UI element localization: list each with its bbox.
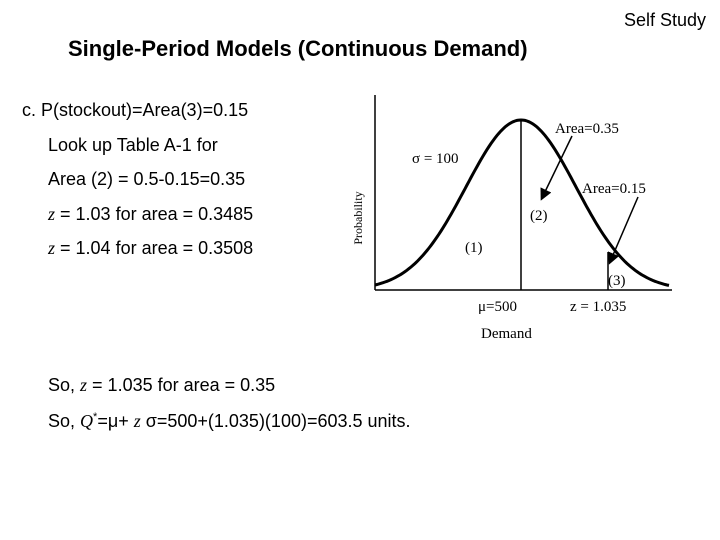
arrow [608,196,639,265]
text-line: Area (2) = 0.5-0.15=0.35 [48,169,245,190]
text-segment: Q [80,411,94,431]
text-segment: = 1.035 for area = 0.35 [87,375,276,395]
label: Area=0.15 [582,181,646,197]
title: Single-Period Models (Continuous Demand) [68,36,528,61]
text-line: So, Q*=μ+ z σ=500+(1.035)(100)=603.5 uni… [48,411,411,432]
arrow [540,135,573,201]
label: (3) [608,273,626,289]
text-line: Look up Table A-1 for [48,135,218,156]
text-segment: Area (2) = 0.5-0.15=0.35 [48,169,246,189]
tag: Self Study [623,10,706,30]
label: (1) [465,240,483,256]
text-segment: z [80,375,88,395]
text-segment: = 1.04 for area = 0.3508 [55,238,254,258]
text-segment: z [133,411,141,431]
label: (2) [530,208,548,224]
text-segment: z [48,203,56,224]
label: σ = 100 [412,151,459,167]
text-line: c. P(stockout)=Area(3)=0.15 [22,100,248,121]
text-segment: σ=500+(1.035)(100)=603.5 units. [140,411,411,431]
text-line: z = 1.04 for area = 0.3508 [48,238,253,259]
text-segment: So, [48,411,81,431]
text-segment: =μ+ [97,411,134,431]
text-segment: Look up Table A-1 for [48,134,218,155]
text-segment: c. P(stockout)=Area(3)=0.15 [22,100,249,120]
text-segment: z [48,238,56,258]
label: Area=0.35 [555,121,619,137]
y-label: Probability [351,191,365,244]
label: z = 1.035 [570,299,626,315]
text-line: So, z = 1.035 for area = 0.35 [48,375,275,396]
text-segment: So, [48,375,81,395]
text-segment: * [93,411,98,423]
text-segment: = 1.03 for area = 0.3485 [55,203,254,224]
label: μ=500 [478,299,517,315]
text-line: z = 1.03 for area = 0.3485 [48,204,253,225]
normal-curve [374,118,670,287]
x-label: Demand [481,326,532,342]
